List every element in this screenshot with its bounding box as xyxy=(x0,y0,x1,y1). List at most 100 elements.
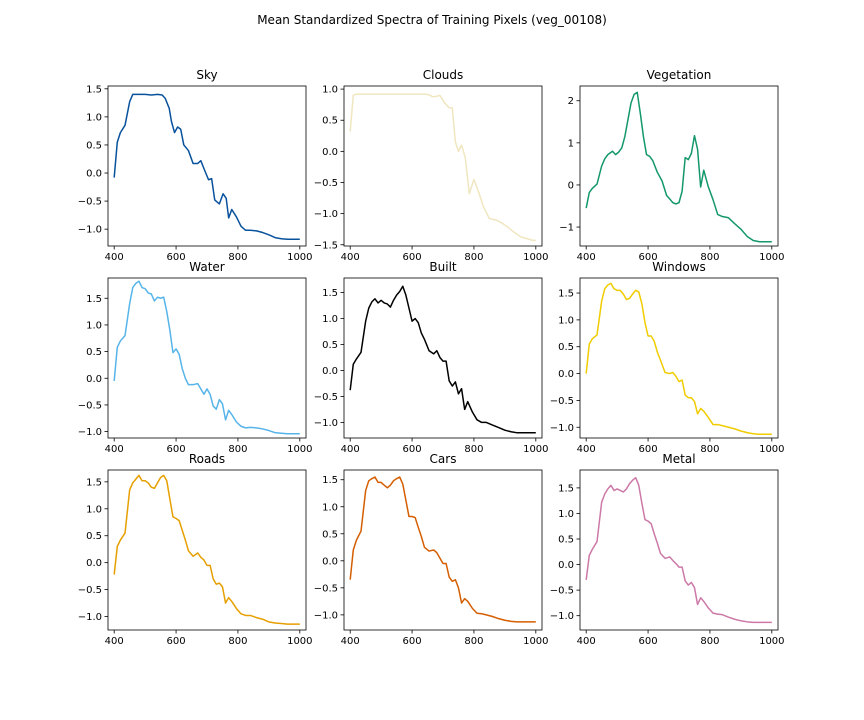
y-tick-label: −0.5 xyxy=(78,400,102,411)
x-tick-label: 400 xyxy=(341,444,360,455)
subplot-sky: Sky 400 600 800 1000 −1.0 −0.5 0.0 0.5 1.0 1.5 xyxy=(78,68,313,263)
y-tick-label: −1.0 xyxy=(314,610,338,621)
y-tick-label: 1.5 xyxy=(322,475,338,486)
x-tick-label: 1000 xyxy=(287,636,312,647)
y-tick-label: 0.5 xyxy=(322,340,338,351)
x-tick-label: 800 xyxy=(464,444,483,455)
x-tick-label: 600 xyxy=(403,252,422,263)
y-tick-label: 0.5 xyxy=(322,116,338,127)
subplot-title: Sky xyxy=(196,68,217,82)
subplot-title: Windows xyxy=(652,260,706,274)
x-tick-label: 1000 xyxy=(287,444,312,455)
y-tick-label: −0.5 xyxy=(550,586,574,597)
subplot-windows: Windows 400 600 800 1000 −1.0 −0.5 0.0 0.5 1.0 1.5 xyxy=(550,260,785,455)
y-tick-label: 1.0 xyxy=(322,85,338,96)
x-tick-label: 800 xyxy=(700,444,719,455)
figure-title: Mean Standardized Spectra of Training Pi… xyxy=(257,13,607,27)
series-line-metal xyxy=(585,476,772,624)
series-line-vegetation xyxy=(585,91,772,243)
series-line-water xyxy=(113,280,300,435)
x-tick-label: 1000 xyxy=(523,252,548,263)
y-tick-label: 0.0 xyxy=(86,374,102,385)
x-tick-label: 400 xyxy=(577,252,596,263)
x-tick-label: 800 xyxy=(464,252,483,263)
y-tick-label: 1.5 xyxy=(558,483,574,494)
y-tick-label: −0.5 xyxy=(78,585,102,596)
series-line-windows xyxy=(585,282,772,435)
y-tick-label: 0.0 xyxy=(558,560,574,571)
y-tick-label: 1 xyxy=(568,138,574,149)
series-line-cars xyxy=(349,476,536,623)
x-tick-label: 1000 xyxy=(523,636,548,647)
y-tick-label: 0.5 xyxy=(86,531,102,542)
y-tick-label: 1.0 xyxy=(86,112,102,123)
axes-frame xyxy=(107,277,307,439)
y-tick-label: 1.5 xyxy=(322,288,338,299)
x-tick-label: 800 xyxy=(228,636,247,647)
y-tick-label: −1 xyxy=(559,223,574,234)
subplot-title: Roads xyxy=(189,452,225,466)
series-line-clouds xyxy=(349,93,536,242)
axes-frame xyxy=(579,469,779,631)
y-tick-label: 1.5 xyxy=(86,294,102,305)
y-tick-label: −0.5 xyxy=(314,583,338,594)
x-tick-label: 1000 xyxy=(759,252,784,263)
y-tick-label: 0 xyxy=(568,180,574,191)
subplot-title: Cars xyxy=(430,452,457,466)
y-tick-label: 0.0 xyxy=(322,147,338,158)
axes-frame xyxy=(343,277,543,439)
x-tick-label: 1000 xyxy=(759,636,784,647)
x-tick-label: 400 xyxy=(577,444,596,455)
y-tick-label: 0.0 xyxy=(558,369,574,380)
x-tick-label: 600 xyxy=(639,252,658,263)
y-tick-label: −1.0 xyxy=(314,209,338,220)
x-tick-label: 400 xyxy=(105,636,124,647)
x-tick-label: 600 xyxy=(167,444,186,455)
x-tick-label: 400 xyxy=(105,252,124,263)
y-tick-label: 1.0 xyxy=(86,320,102,331)
x-tick-label: 600 xyxy=(403,444,422,455)
x-tick-label: 800 xyxy=(700,252,719,263)
y-tick-label: −0.5 xyxy=(78,197,102,208)
y-tick-label: 0.5 xyxy=(86,347,102,358)
x-tick-label: 400 xyxy=(577,636,596,647)
x-tick-label: 800 xyxy=(700,636,719,647)
y-tick-label: 1.0 xyxy=(322,314,338,325)
axes-frame xyxy=(107,469,307,631)
series-line-roads xyxy=(113,474,300,625)
y-tick-label: −1.0 xyxy=(314,418,338,429)
subplot-title: Metal xyxy=(662,452,695,466)
y-tick-label: 2 xyxy=(568,96,574,107)
y-tick-label: 0.5 xyxy=(86,140,102,151)
axes-frame xyxy=(343,85,543,247)
x-tick-label: 600 xyxy=(167,252,186,263)
series-line-built xyxy=(349,285,536,434)
x-tick-label: 600 xyxy=(639,444,658,455)
y-tick-label: −1.5 xyxy=(314,240,338,251)
x-tick-label: 800 xyxy=(464,636,483,647)
subplot-roads: Roads 400 600 800 1000 −1.0 −0.5 0.0 0.5 1.0 1.5 xyxy=(78,452,313,647)
y-tick-label: −1.0 xyxy=(78,225,102,236)
y-tick-label: 1.5 xyxy=(558,289,574,300)
y-tick-label: 1.0 xyxy=(322,502,338,513)
y-tick-label: 0.0 xyxy=(322,556,338,567)
y-tick-label: −0.5 xyxy=(314,178,338,189)
subplot-title: Vegetation xyxy=(647,68,712,82)
x-tick-label: 400 xyxy=(105,444,124,455)
y-tick-label: 0.0 xyxy=(322,366,338,377)
subplot-title: Built xyxy=(429,260,457,274)
x-tick-label: 600 xyxy=(639,636,658,647)
x-tick-label: 800 xyxy=(228,252,247,263)
axes-frame xyxy=(107,85,307,247)
y-tick-label: 0.0 xyxy=(86,169,102,180)
y-tick-label: −0.5 xyxy=(550,396,574,407)
y-tick-label: 0.5 xyxy=(558,535,574,546)
x-tick-label: 600 xyxy=(403,636,422,647)
y-tick-label: 1.0 xyxy=(86,504,102,515)
y-tick-label: −1.0 xyxy=(550,611,574,622)
y-tick-label: 1.0 xyxy=(558,509,574,520)
axes-frame xyxy=(579,85,779,247)
y-tick-label: −1.0 xyxy=(78,612,102,623)
